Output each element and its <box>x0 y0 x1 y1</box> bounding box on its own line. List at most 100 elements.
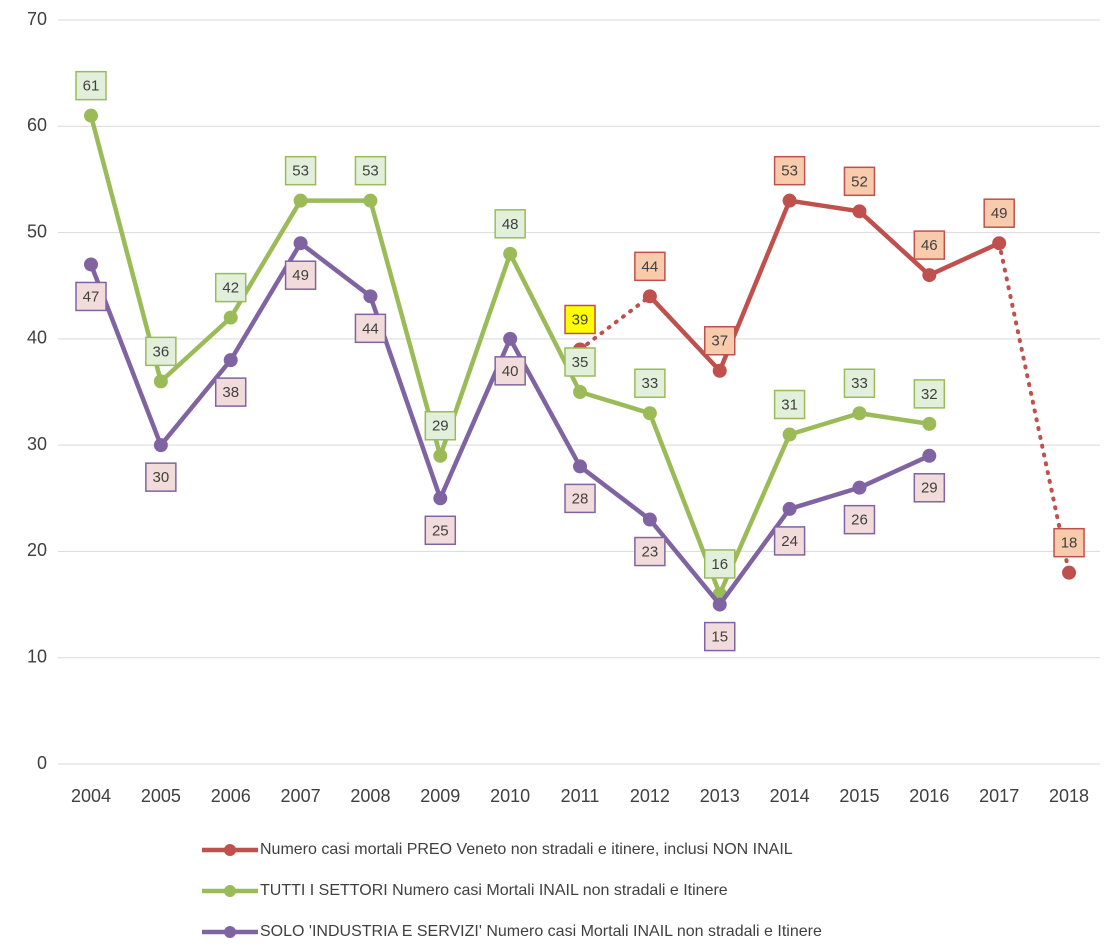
x-tick-label: 2013 <box>700 786 740 806</box>
x-tick-label: 2012 <box>630 786 670 806</box>
data-label: 16 <box>711 556 728 573</box>
x-tick-label: 2011 <box>561 786 600 806</box>
marker <box>782 501 797 516</box>
marker <box>573 385 588 399</box>
marker <box>293 193 308 208</box>
marker <box>852 204 867 219</box>
line-segment <box>298 240 373 299</box>
x-tick-label: 2009 <box>420 786 460 806</box>
marker <box>712 597 727 612</box>
line-segment <box>787 485 862 512</box>
x-tick-label: 2018 <box>1049 786 1089 806</box>
data-label: 29 <box>921 480 938 497</box>
x-tick-label: 2014 <box>770 786 810 806</box>
data-label: 24 <box>781 533 798 550</box>
data-label-box <box>494 209 526 239</box>
marker <box>782 427 797 442</box>
marker <box>503 246 518 261</box>
marker <box>922 448 937 463</box>
legend-label: SOLO 'INDUSTRIA E SERVIZI' Numero casi M… <box>260 923 822 940</box>
x-tick-label: 2015 <box>839 786 879 806</box>
marker <box>1062 565 1077 580</box>
y-tick-label: 0 <box>37 753 47 773</box>
marker <box>852 406 867 421</box>
data-label: 46 <box>921 237 938 254</box>
data-label: 18 <box>1061 535 1078 552</box>
marker <box>503 331 518 346</box>
marker <box>153 438 168 453</box>
line-segment <box>647 294 722 373</box>
marker <box>363 289 378 304</box>
marker <box>922 268 937 283</box>
marker <box>642 406 657 421</box>
data-label: 61 <box>83 78 100 95</box>
data-label: 44 <box>642 258 659 275</box>
data-label: 26 <box>851 512 868 529</box>
data-label-box <box>564 304 596 335</box>
x-tick-label: 2005 <box>141 786 181 806</box>
data-label-box <box>284 155 317 186</box>
data-label-box <box>214 377 247 407</box>
data-label-box <box>634 251 666 282</box>
data-label-box <box>773 526 806 556</box>
y-tick-label: 70 <box>27 9 47 29</box>
line-segment <box>158 357 233 448</box>
legend-marker <box>224 844 236 856</box>
y-tick-label: 40 <box>27 328 47 348</box>
data-label: 49 <box>991 205 1008 222</box>
data-label: 15 <box>711 629 728 646</box>
data-label: 53 <box>781 163 798 180</box>
legend-marker <box>224 926 236 938</box>
marker <box>293 236 308 251</box>
data-label-box <box>843 504 876 535</box>
data-label-box <box>773 389 806 420</box>
data-label: 42 <box>222 280 239 297</box>
data-label-box <box>424 515 457 546</box>
y-tick-label: 30 <box>27 434 47 454</box>
data-label: 52 <box>851 173 868 190</box>
legend-marker <box>224 885 236 897</box>
marker <box>642 289 657 304</box>
data-label: 37 <box>711 333 728 350</box>
x-tick-label: 2010 <box>490 786 530 806</box>
marker <box>223 353 238 368</box>
marker <box>922 416 937 431</box>
y-tick-label: 50 <box>27 221 47 241</box>
data-label-box <box>703 325 736 356</box>
marker <box>573 459 588 474</box>
legend-label: Numero casi mortali PREO Veneto non stra… <box>260 841 793 858</box>
x-tick-label: 2008 <box>350 786 390 806</box>
x-tick-label: 2004 <box>71 786 111 806</box>
line-segment <box>997 241 1072 575</box>
line-segment <box>578 294 652 352</box>
data-label: 49 <box>292 267 309 284</box>
data-label: 23 <box>642 544 659 561</box>
data-label: 40 <box>502 363 519 380</box>
marker <box>223 310 238 325</box>
data-label: 39 <box>572 311 589 328</box>
marker <box>992 236 1007 251</box>
marker <box>84 108 98 123</box>
data-label: 28 <box>572 490 589 507</box>
line-segment <box>857 411 932 427</box>
data-label-box <box>913 379 946 409</box>
data-label-box <box>913 473 946 503</box>
data-label: 29 <box>432 418 449 435</box>
y-tick-label: 10 <box>27 646 47 666</box>
data-label-box <box>145 336 177 367</box>
data-label-box <box>634 368 666 399</box>
data-label: 32 <box>921 386 938 403</box>
data-label-box <box>634 536 666 567</box>
x-tick-label: 2017 <box>979 786 1019 806</box>
marker <box>433 448 448 463</box>
data-label-box <box>284 260 317 290</box>
line-segment <box>787 198 862 214</box>
data-label: 53 <box>362 163 379 180</box>
data-label: 35 <box>572 354 589 371</box>
data-label-box <box>145 462 177 492</box>
data-label-box <box>703 549 736 579</box>
line-segment <box>577 389 653 416</box>
data-label-box <box>75 281 107 312</box>
marker <box>363 193 378 208</box>
data-label-box <box>913 230 946 260</box>
